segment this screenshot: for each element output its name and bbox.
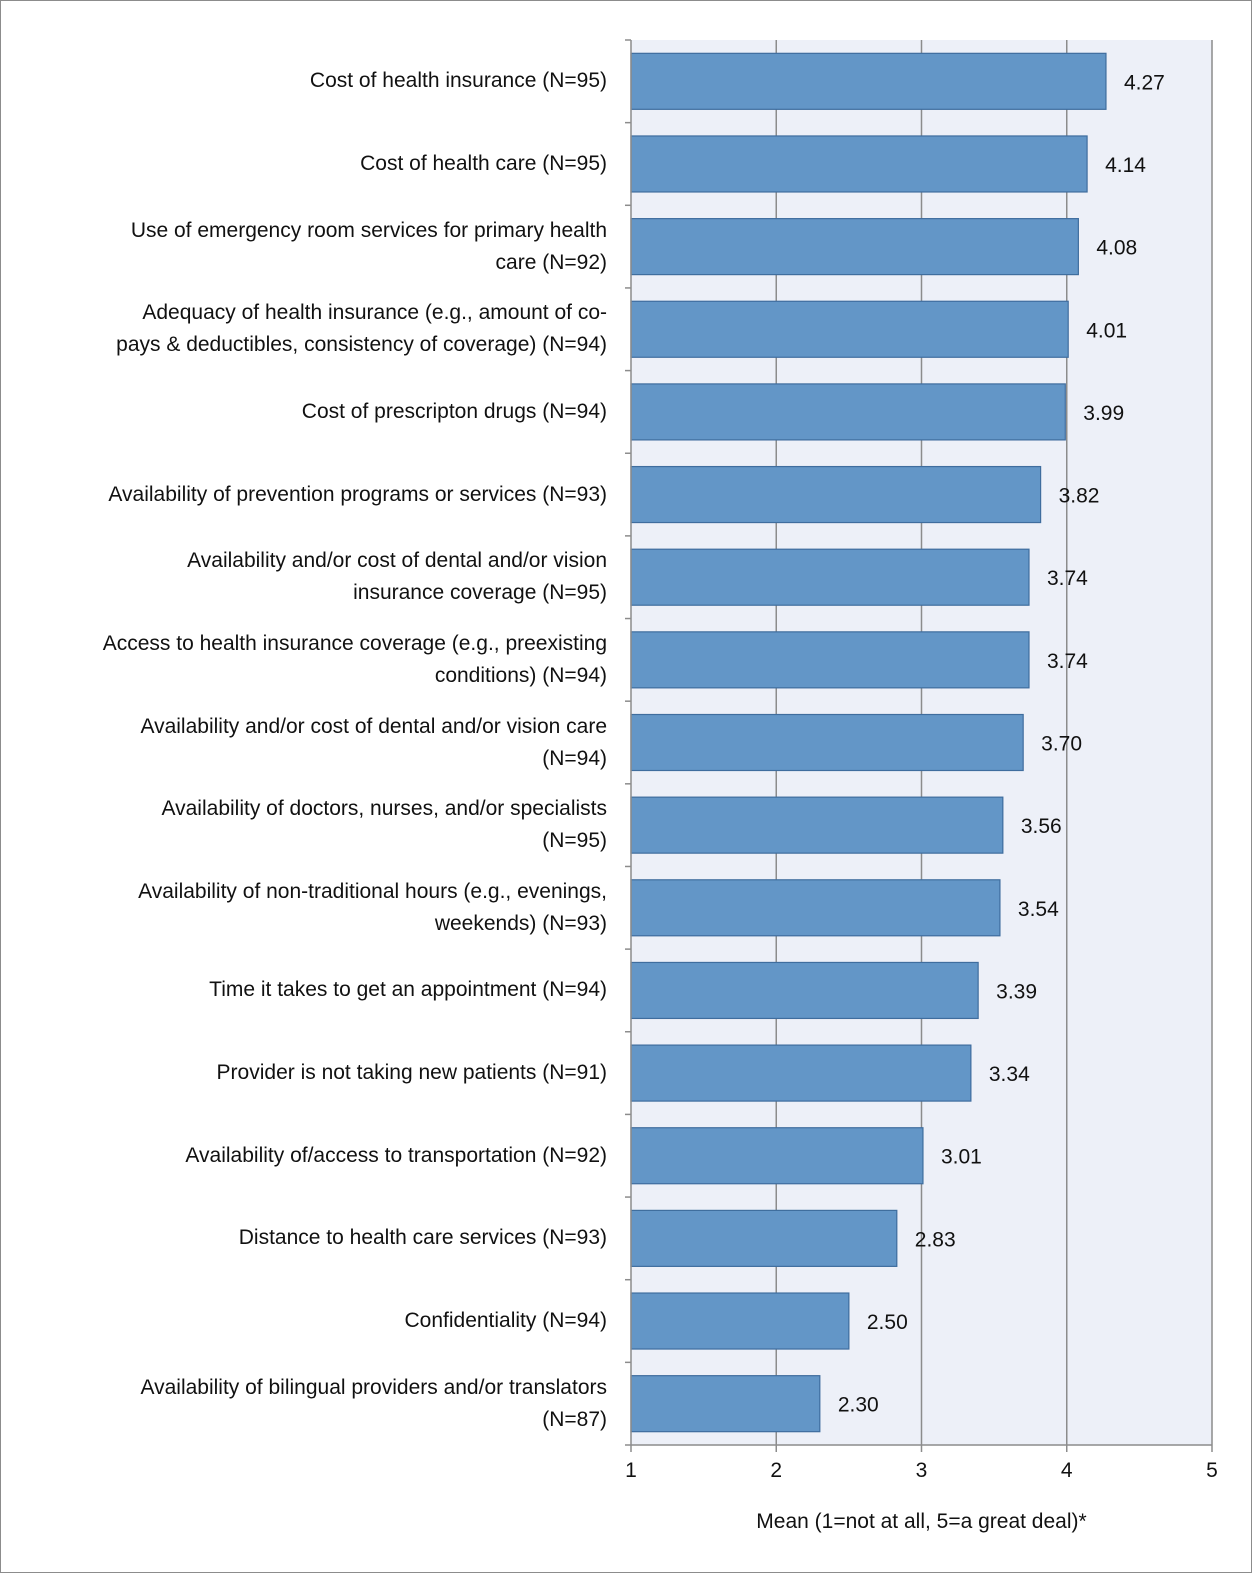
category-label-line: (N=94) (542, 746, 607, 770)
value-label: 2.83 (915, 1228, 956, 1251)
x-tick-label: 3 (916, 1459, 928, 1482)
value-label: 4.08 (1096, 237, 1137, 260)
x-tick-label: 2 (770, 1459, 782, 1482)
category-label-line: Availability of prevention programs or s… (108, 482, 607, 506)
value-label: 4.14 (1105, 154, 1146, 177)
value-label: 3.70 (1041, 733, 1082, 756)
value-label: 3.54 (1018, 898, 1059, 921)
category-label-line: Availability of doctors, nurses, and/or … (161, 797, 608, 821)
category-label: Availability and/or cost of dental and/o… (17, 537, 607, 617)
category-label-line: Availability of/access to transportation… (185, 1143, 607, 1167)
category-label-line: Provider is not taking new patients (N=9… (216, 1061, 607, 1085)
value-label: 4.01 (1086, 319, 1127, 342)
bar (630, 1209, 898, 1267)
bar (630, 218, 1079, 276)
category-label-line: Availability and/or cost of dental and/o… (187, 549, 607, 573)
value-label: 3.82 (1059, 485, 1100, 508)
bar (630, 465, 1042, 524)
bar (630, 713, 1024, 772)
category-label: Availability of bilingual providers and/… (17, 1364, 607, 1444)
value-label: 3.56 (1021, 815, 1062, 838)
value-label: 3.74 (1047, 567, 1088, 590)
bar (630, 1044, 972, 1102)
value-label: 2.30 (838, 1394, 879, 1417)
bar (630, 796, 1004, 854)
category-label-line: Adequacy of health insurance (e.g., amou… (142, 301, 607, 325)
value-label: 3.74 (1047, 650, 1088, 673)
bar (630, 1292, 850, 1350)
category-label: Provider is not taking new patients (N=9… (17, 1033, 607, 1113)
bar (630, 631, 1030, 689)
category-label: Availability of/access to transportation… (17, 1116, 607, 1196)
bar (630, 961, 979, 1020)
category-label-line: Use of emergency room services for prima… (130, 218, 607, 242)
value-label: 2.50 (867, 1311, 908, 1334)
category-label-line: pays & deductibles, consistency of cover… (116, 333, 607, 357)
category-label: Availability of non-traditional hours (e… (17, 868, 607, 948)
category-label-line: Cost of health insurance (N=95) (309, 69, 607, 93)
category-label: Availability of prevention programs or s… (17, 455, 607, 535)
value-label: 4.27 (1124, 71, 1165, 94)
category-label: Cost of health care (N=95) (17, 124, 607, 204)
category-label-line: Cost of prescripton drugs (N=94) (301, 399, 607, 423)
value-label: 3.39 (996, 980, 1037, 1003)
category-label-line: Distance to health care services (N=93) (238, 1226, 607, 1250)
category-label: Use of emergency room services for prima… (17, 207, 607, 287)
bar (630, 879, 1001, 937)
category-label-line: conditions) (N=94) (434, 663, 607, 687)
bar (630, 383, 1066, 441)
category-label: Cost of health insurance (N=95) (17, 41, 607, 121)
category-label-line: Access to health insurance coverage (e.g… (102, 631, 607, 655)
bar (630, 1127, 924, 1185)
category-label-line: Confidentiality (N=94) (404, 1309, 607, 1333)
category-label: Availability and/or cost of dental and/o… (17, 703, 607, 783)
category-label: Confidentiality (N=94) (17, 1281, 607, 1361)
category-label-line: Availability of bilingual providers and/… (140, 1375, 607, 1399)
category-label: Time it takes to get an appointment (N=9… (17, 950, 607, 1030)
category-label-line: Availability of non-traditional hours (e… (138, 879, 607, 903)
x-tick-label: 1 (625, 1459, 637, 1482)
bar (630, 548, 1030, 606)
category-label-line: Availability and/or cost of dental and/o… (140, 714, 607, 738)
category-label: Availability of doctors, nurses, and/or … (17, 785, 608, 865)
category-label: Adequacy of health insurance (e.g., amou… (17, 289, 607, 369)
bar (630, 135, 1088, 193)
value-label: 3.01 (941, 1146, 982, 1169)
bar (630, 1375, 821, 1433)
x-axis-label: Mean (1=not at all, 5=a great deal)* (756, 1510, 1086, 1533)
category-label-line: weekends) (N=93) (434, 911, 607, 935)
category-label-line: (N=95) (542, 829, 607, 853)
value-label: 3.34 (989, 1063, 1030, 1086)
bar (630, 52, 1107, 110)
category-label: Cost of prescripton drugs (N=94) (17, 372, 607, 452)
category-label: Access to health insurance coverage (e.g… (17, 620, 607, 700)
x-tick-label: 5 (1206, 1459, 1218, 1482)
category-label-line: Time it takes to get an appointment (N=9… (209, 978, 607, 1002)
category-label-line: (N=87) (542, 1407, 607, 1431)
category-label: Distance to health care services (N=93) (17, 1198, 607, 1278)
category-label-line: Cost of health care (N=95) (360, 151, 607, 175)
category-label-line: insurance coverage (N=95) (353, 581, 607, 605)
value-label: 3.99 (1083, 402, 1124, 425)
x-tick-label: 4 (1061, 1459, 1073, 1482)
category-label-line: care (N=92) (495, 250, 607, 274)
bar (630, 300, 1069, 358)
